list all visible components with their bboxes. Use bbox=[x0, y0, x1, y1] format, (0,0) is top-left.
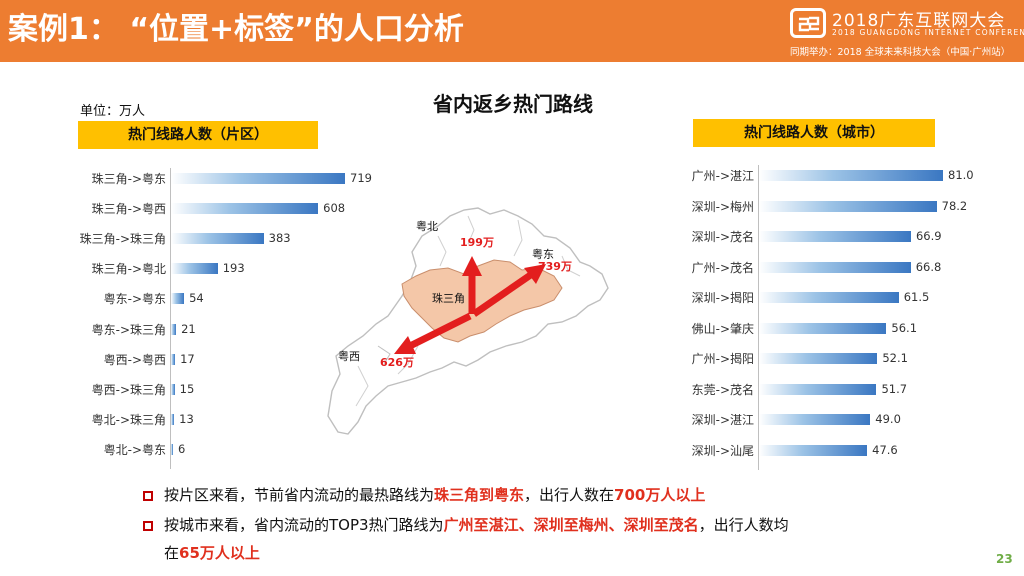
bullet-2-highlight-count: 65万人以上 bbox=[179, 544, 260, 562]
bar bbox=[171, 263, 218, 275]
data-label: 51.7 bbox=[881, 381, 908, 396]
category-label: 粤东->珠三角 bbox=[91, 322, 166, 337]
bar bbox=[171, 413, 175, 425]
data-label: 66.8 bbox=[915, 259, 942, 274]
flow-arrow-east bbox=[472, 264, 546, 317]
flow-arrow-west bbox=[394, 312, 472, 354]
region-chart-tag: 热门线路人数（片区） bbox=[78, 121, 318, 149]
data-label: 54 bbox=[189, 291, 204, 306]
bullet-1-text-a: 按片区来看，节前省内流动的最热路线为 bbox=[164, 486, 435, 504]
category-label: 广州->湛江 bbox=[691, 169, 754, 183]
bullet-2-line-2: 在65万人以上 bbox=[164, 542, 260, 563]
bar bbox=[171, 203, 319, 215]
bar bbox=[171, 233, 264, 245]
data-label: 719 bbox=[350, 171, 372, 185]
category-label: 深圳->湛江 bbox=[691, 413, 754, 427]
category-label: 深圳->梅州 bbox=[691, 199, 754, 214]
bar bbox=[759, 231, 911, 242]
category-label: 东莞->茂名 bbox=[691, 382, 754, 397]
bar bbox=[759, 322, 887, 334]
category-label: 珠三角->粤北 bbox=[91, 262, 166, 277]
flow-value-east: 739万 bbox=[538, 260, 572, 273]
category-label: 广州->揭阳 bbox=[691, 352, 754, 366]
bar bbox=[171, 293, 185, 305]
y-axis-line bbox=[758, 165, 759, 470]
category-label: 珠三角->珠三角 bbox=[79, 232, 166, 247]
bullet-1: 按片区来看，节前省内流动的最热路线为珠三角到粤东，出行人数在700万人以上 bbox=[164, 484, 705, 505]
bullet-1-text-c: ，出行人数在 bbox=[524, 486, 615, 504]
bar bbox=[759, 170, 943, 181]
city-chart-tag: 热门线路人数（城市） bbox=[693, 119, 935, 147]
data-label: 47.6 bbox=[872, 442, 898, 457]
flow-value-north: 199万 bbox=[460, 236, 494, 249]
bullet-2-text-c: ，出行人数均 bbox=[698, 516, 789, 534]
bullet-marker-2 bbox=[143, 521, 153, 531]
bullet-2-text-e: 在 bbox=[164, 544, 180, 562]
data-label: 193 bbox=[222, 261, 245, 276]
data-label: 78.2 bbox=[941, 198, 968, 213]
data-label: 608 bbox=[323, 201, 346, 216]
flow-arrow-north bbox=[462, 256, 482, 314]
bar bbox=[171, 173, 345, 184]
data-label: 13 bbox=[179, 411, 194, 426]
page-number: 23 bbox=[996, 552, 1013, 566]
category-label: 粤西->珠三角 bbox=[91, 382, 166, 397]
bullet-2-text-a: 按城市来看，省内流动的TOP3热门路线为 bbox=[164, 516, 444, 534]
map-label-center: 珠三角 bbox=[432, 291, 465, 305]
flow-value-west: 626万 bbox=[380, 356, 414, 369]
data-label: 56.1 bbox=[891, 320, 918, 335]
bullet-1-highlight-count: 700万人以上 bbox=[614, 486, 706, 504]
category-label: 深圳->汕尾 bbox=[691, 443, 754, 458]
bar bbox=[759, 261, 911, 273]
category-label: 粤东->粤东 bbox=[103, 292, 166, 307]
unit-label: 单位：万人 bbox=[80, 104, 146, 119]
bar bbox=[759, 444, 868, 456]
bar bbox=[759, 200, 937, 212]
data-label: 49.0 bbox=[875, 412, 901, 426]
map-label-west: 粤西 bbox=[338, 349, 360, 363]
bar bbox=[171, 443, 173, 455]
bullet-2: 按城市来看，省内流动的TOP3热门路线为广州至湛江、深圳至梅州、深圳至茂名，出行… bbox=[164, 514, 789, 535]
conference-title: 2018广东互联网大会 bbox=[832, 11, 1006, 31]
conference-subtitle: 2018 GUANGDONG INTERNET CONFERENCE bbox=[832, 28, 1024, 37]
data-label: 52.1 bbox=[882, 351, 908, 365]
map-label-east: 粤东 bbox=[532, 247, 554, 261]
data-label: 61.5 bbox=[903, 290, 930, 304]
data-label: 383 bbox=[268, 231, 291, 246]
data-label: 15 bbox=[179, 381, 195, 396]
bullet-1-highlight-route: 珠三角到粤东 bbox=[434, 486, 525, 504]
bar bbox=[171, 353, 176, 365]
bar bbox=[759, 414, 871, 425]
bar bbox=[759, 353, 878, 364]
category-label: 粤北->珠三角 bbox=[91, 412, 166, 427]
chart-main-title: 省内返乡热门路线 bbox=[433, 92, 593, 116]
category-label: 粤北->粤东 bbox=[103, 442, 166, 457]
guangdong-map: 粤北 粤东 粤西 珠三角 739万 626万 199万 bbox=[327, 207, 609, 435]
bar bbox=[759, 383, 877, 395]
bar bbox=[171, 323, 177, 335]
header-bar: 案例1： “位置+标签”的人口分析 2018广东互联网大会 2018 GUANG… bbox=[0, 0, 1024, 62]
category-label: 深圳->揭阳 bbox=[691, 291, 754, 305]
y-axis-line bbox=[170, 168, 171, 469]
category-label: 珠三角->粤西 bbox=[91, 202, 166, 217]
bar bbox=[759, 292, 899, 303]
category-label: 广州->茂名 bbox=[691, 260, 754, 275]
bar bbox=[171, 383, 175, 395]
bullet-marker-1 bbox=[143, 491, 153, 501]
data-label: 21 bbox=[181, 321, 196, 336]
conference-note: 同期举办：2018 全球未来科技大会（中国·广州站） bbox=[790, 47, 1011, 58]
bullet-2-highlight-routes: 广州至湛江、深圳至梅州、深圳至茂名 bbox=[443, 516, 699, 534]
category-label: 粤西->粤西 bbox=[103, 352, 166, 367]
category-label: 珠三角->粤东 bbox=[91, 172, 166, 186]
category-label: 佛山->肇庆 bbox=[691, 321, 754, 336]
page-title: 案例1： “位置+标签”的人口分析 bbox=[8, 12, 464, 47]
data-label: 66.9 bbox=[915, 229, 942, 243]
data-label: 17 bbox=[180, 351, 195, 366]
category-label: 深圳->茂名 bbox=[691, 230, 754, 244]
data-label: 81.0 bbox=[948, 168, 974, 182]
map-label-north: 粤北 bbox=[416, 219, 438, 233]
data-label: 6 bbox=[178, 441, 186, 456]
conference-logo-icon bbox=[790, 8, 826, 38]
